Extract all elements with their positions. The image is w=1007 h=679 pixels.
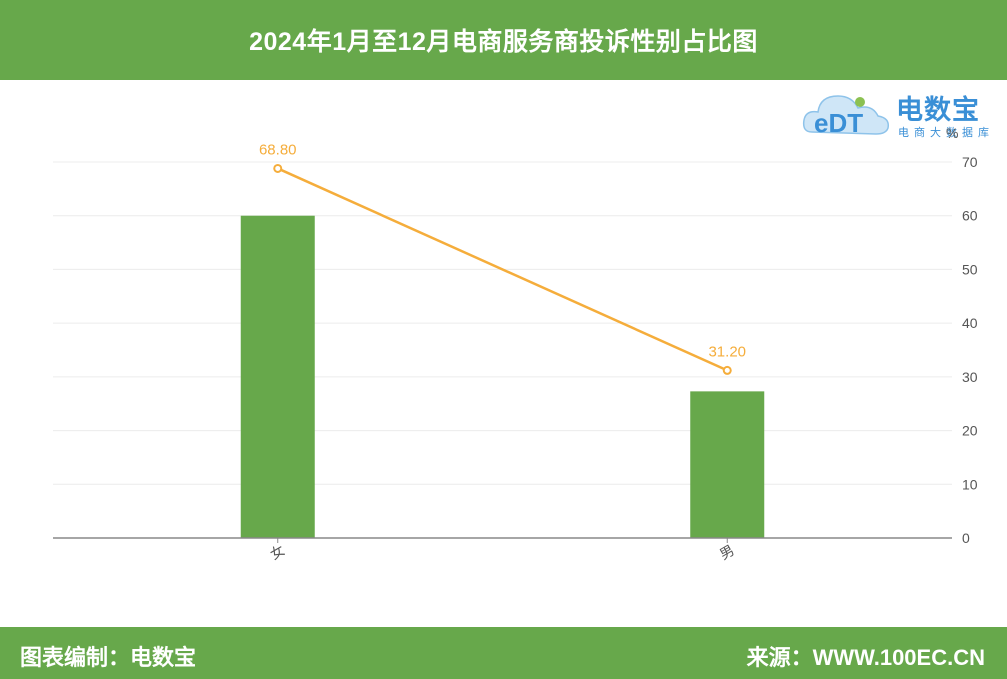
y-tick-label: 40 xyxy=(962,315,978,331)
y-tick-label: 30 xyxy=(962,369,978,385)
line-point xyxy=(273,163,283,173)
data-label: 68.80 xyxy=(259,141,297,158)
x-tick-label: 男 xyxy=(717,543,737,564)
line-series xyxy=(277,167,728,372)
logo-subtitle: 电商大数据库 xyxy=(898,127,994,139)
logo-brand: 电数宝 xyxy=(896,95,980,125)
logo: eDT 电数宝 电商大数据库 xyxy=(800,86,1000,142)
y-tick-label: 60 xyxy=(962,208,978,224)
y-tick-label: 70 xyxy=(962,154,978,170)
footer-source: 来源：WWW.100EC.CN xyxy=(746,645,985,670)
footer-bar: 图表编制：电数宝 来源：WWW.100EC.CN xyxy=(0,627,1007,679)
footer-compiler: 图表编制：电数宝 xyxy=(20,645,197,670)
chart-title: 2024年1月至12月电商服务商投诉性别占比图 xyxy=(249,28,758,56)
y-tick-label: 0 xyxy=(962,530,970,546)
y-tick-label: 10 xyxy=(962,476,978,492)
bar xyxy=(690,391,765,538)
y-tick-label: 20 xyxy=(962,423,978,439)
cloud-logo-icon: eDT xyxy=(802,95,890,138)
chart-title-bar: 2024年1月至12月电商服务商投诉性别占比图 xyxy=(0,0,1007,80)
logo-mark: eDT xyxy=(814,108,863,138)
line-point xyxy=(722,365,732,375)
y-axis-unit: % xyxy=(946,125,958,141)
bar xyxy=(240,215,315,538)
x-tick-label: 女 xyxy=(267,542,288,564)
y-tick-label: 50 xyxy=(962,261,978,277)
data-label: 31.20 xyxy=(708,343,746,360)
